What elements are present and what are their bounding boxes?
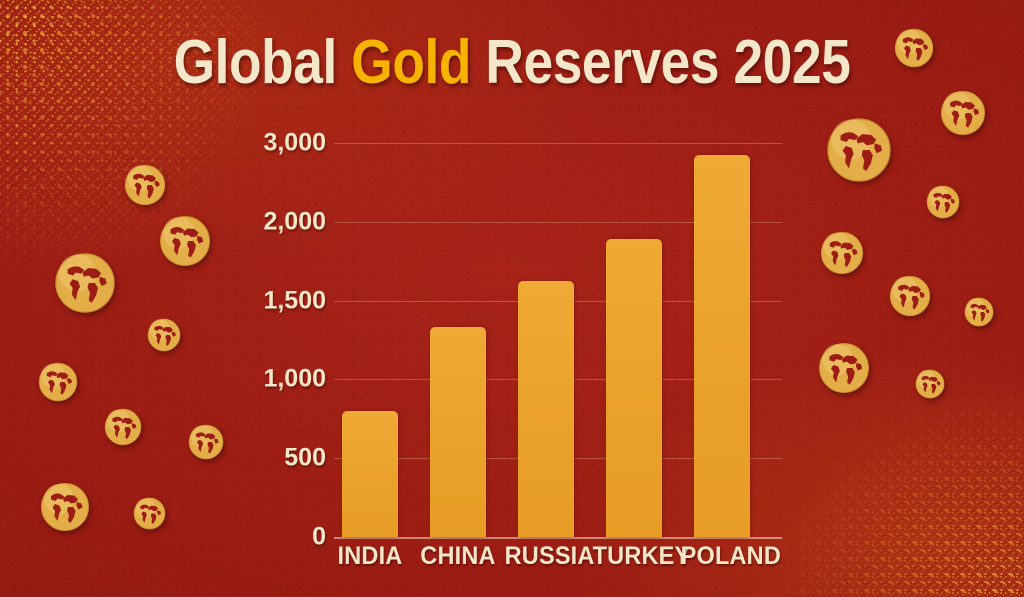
y-axis-tick-label: 0 xyxy=(312,522,326,551)
gridline xyxy=(334,221,782,223)
x-axis-label-russia: RUSSIA xyxy=(504,542,595,570)
bar-turkey[interactable] xyxy=(606,239,662,537)
title-word-gold: Gold xyxy=(351,28,472,97)
bar-china[interactable] xyxy=(430,327,486,537)
y-axis-tick-label: 1,500 xyxy=(263,286,326,315)
plot-area: 0 500 1,000 1,500 2,000 3,000 xyxy=(263,129,782,551)
x-axis-label-poland: POLAND xyxy=(680,542,781,570)
page-title: Global Gold Reserves 2025 xyxy=(72,32,953,94)
axis-baseline xyxy=(334,537,782,539)
title-word-global: Global xyxy=(173,28,338,97)
y-axis-tick-label: 3,000 xyxy=(263,128,326,157)
bar-russia[interactable] xyxy=(518,280,574,537)
y-axis-tick-label: 1,000 xyxy=(263,364,326,393)
title-word-reserves: Reserves 2025 xyxy=(485,28,851,97)
x-axis-label-india: INDIA xyxy=(337,542,403,570)
y-axis-tick-label: 500 xyxy=(284,443,326,472)
x-axis-label-china: CHINA xyxy=(420,542,496,570)
x-axis-labels: INDIA CHINA RUSSIA TURKEY POLAND xyxy=(334,542,782,576)
y-axis-tick-label: 2,000 xyxy=(263,207,326,236)
gridline xyxy=(334,143,782,144)
bar-poland[interactable] xyxy=(694,154,750,537)
bar-chart: 0 500 1,000 1,500 2,000 3,000 INDIA CHINA RUSSI… xyxy=(252,128,782,570)
x-axis-label-turkey: TURKEY xyxy=(592,542,691,570)
bar-india[interactable] xyxy=(342,410,398,537)
